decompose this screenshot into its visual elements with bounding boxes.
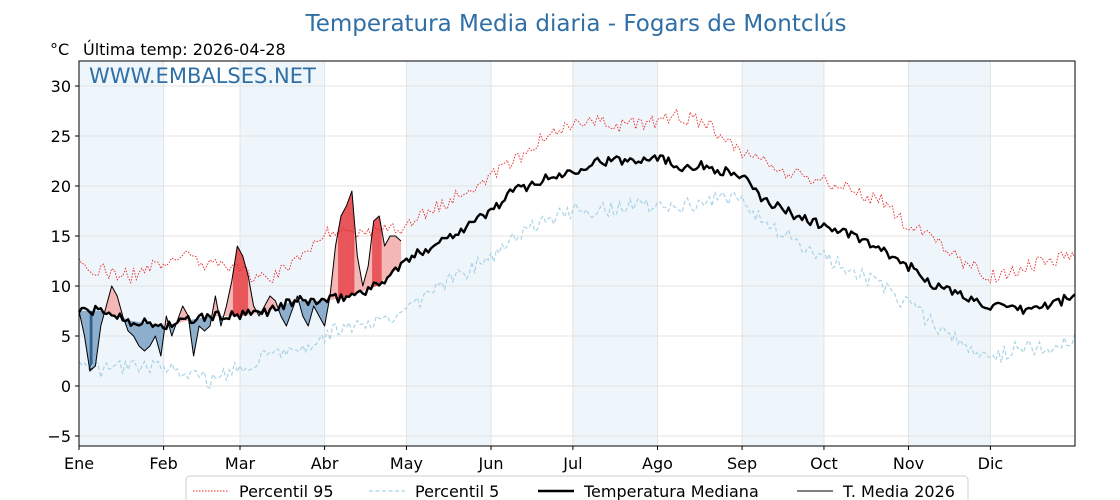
y-tick-label: 25 [51, 127, 71, 146]
below-median-fill [145, 323, 148, 351]
below-median-fill [142, 322, 145, 352]
below-median-fill [323, 300, 325, 327]
above-median-fill [343, 208, 346, 298]
chart-title: Temperatura Media diaria - Fogars de Mon… [305, 11, 847, 37]
above-median-fill [385, 240, 388, 279]
below-median-fill [149, 323, 152, 347]
x-tick-label: Nov [893, 454, 924, 473]
above-median-fill [373, 219, 376, 288]
unit-label: °C [50, 40, 69, 59]
x-tick-label: Ago [642, 454, 673, 473]
below-median-fill [92, 310, 95, 369]
above-median-fill [237, 245, 239, 317]
below-median-fill [91, 310, 93, 371]
below-median-fill [207, 316, 209, 329]
x-tick-label: Dic [978, 454, 1004, 473]
x-tick-label: Sep [727, 454, 757, 473]
series-lines [77, 107, 1076, 390]
month-band [908, 61, 991, 446]
month-band [239, 61, 325, 446]
above-median-fill [243, 260, 246, 316]
month-band [79, 61, 164, 446]
legend-label: Percentil 5 [415, 482, 499, 500]
x-tick-label: Oct [810, 454, 838, 473]
above-median-fill [391, 235, 394, 274]
watermark: WWW.EMBALSES.NET [89, 64, 316, 88]
above-median-fill [388, 235, 391, 277]
last-temp-label: Última temp: 2026-04-28 [83, 40, 286, 59]
below-median-fill [144, 322, 147, 352]
above-median-fill [242, 255, 245, 316]
y-tick-label: 10 [51, 277, 71, 296]
above-median-fill [238, 248, 241, 317]
above-median-fill [389, 235, 392, 276]
x-tick-label: Jun [478, 454, 504, 473]
legend: Percentil 95 Percentil 5 Temperatura Media… [185, 475, 969, 500]
above-median-fill [376, 216, 378, 287]
above-median-fill [112, 288, 115, 316]
above-median-fill [398, 238, 400, 269]
above-median-fill [378, 215, 381, 285]
below-median-fill [140, 322, 142, 349]
x-tick-label: Feb [149, 454, 177, 473]
above-median-fill [346, 202, 348, 297]
median-line [77, 154, 1076, 331]
month-band [572, 61, 658, 446]
x-tick-label: Jul [562, 454, 582, 473]
current-year-line [78, 190, 402, 372]
above-median-fill [340, 213, 343, 298]
above-median-fill [245, 265, 248, 316]
above-median-fill [396, 236, 399, 270]
above-median-fill [392, 235, 395, 273]
y-tick-label: 15 [51, 227, 71, 246]
above-median-fill [111, 285, 114, 315]
x-tick-label: Mar [225, 454, 256, 473]
below-median-fill [148, 323, 151, 348]
above-median-fill [344, 205, 347, 298]
above-median-fill [347, 198, 350, 297]
below-median-fill [321, 300, 324, 324]
legend-label: Percentil 95 [239, 482, 334, 500]
above-median-fill [393, 235, 396, 272]
month-band [742, 61, 824, 446]
above-median-fill [338, 223, 340, 299]
plot-background [79, 61, 991, 446]
above-median-fill [387, 238, 389, 278]
x-tick-label: Ene [64, 454, 94, 473]
legend-label: T. Media 2026 [842, 482, 955, 500]
y-tick-label: −5 [47, 427, 71, 446]
above-median-fill [348, 194, 351, 297]
x-tick-label: Abr [311, 454, 339, 473]
above-median-fill [374, 218, 377, 287]
above-median-fill [241, 253, 243, 316]
above-median-fill [350, 190, 353, 296]
above-median-fill [395, 235, 398, 271]
legend-label: Temperatura Mediana [583, 482, 759, 500]
y-tick-label: 30 [51, 77, 71, 96]
above-median-fill [114, 290, 117, 316]
y-tick-label: 0 [61, 377, 71, 396]
below-median-fill [141, 322, 144, 351]
above-median-fill [384, 243, 387, 280]
above-median-fill [339, 215, 342, 299]
below-median-fill [147, 323, 149, 349]
above-median-fill [336, 230, 339, 299]
plot-frame [78, 60, 1076, 447]
legend-box [185, 475, 969, 500]
y-tick-label: 20 [51, 177, 71, 196]
below-median-fill [93, 310, 96, 368]
x-tick-label: May [390, 454, 423, 473]
percentile-5-line [78, 190, 1076, 390]
below-median-fill [89, 310, 92, 372]
y-tick-label: 5 [61, 327, 71, 346]
above-median-fill [377, 215, 380, 286]
above-median-fill [239, 250, 242, 317]
axes: −5 0 5 10 15 20 25 30 Ene Feb Mar Abr May Jun Jul Ago Se… [47, 60, 1076, 473]
above-median-fill [342, 210, 344, 298]
